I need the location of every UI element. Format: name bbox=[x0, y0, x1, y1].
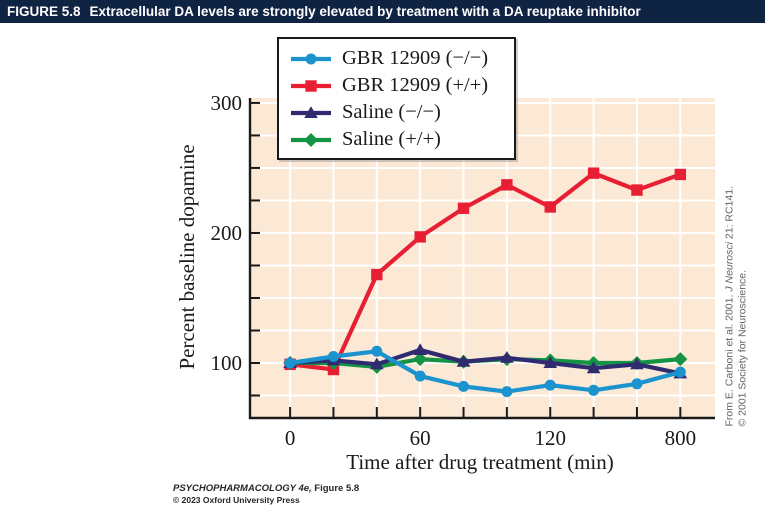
data-point-marker bbox=[327, 350, 339, 362]
book-caption-title: PSYCHOPHARMACOLOGY 4e, Figure 5.8 bbox=[173, 483, 360, 494]
y-axis-title: Percent baseline dopamine bbox=[175, 144, 199, 370]
chart-legend: GBR 12909 (−/−) GBR 12909 (+/+) Saline (−/… bbox=[277, 37, 516, 160]
legend-marker-triangle-icon bbox=[291, 105, 331, 118]
legend-item: GBR 12909 (−/−) bbox=[289, 45, 508, 72]
data-point-marker bbox=[501, 179, 513, 191]
legend-item-label: GBR 12909 (−/−) bbox=[342, 47, 489, 69]
data-point-marker bbox=[284, 357, 296, 369]
data-point-marker bbox=[414, 370, 426, 382]
figure-header-bar: FIGURE 5.8 Extracellular DA levels are st… bbox=[0, 0, 765, 23]
data-point-marker bbox=[501, 386, 513, 398]
data-point-marker bbox=[674, 366, 686, 378]
data-point-marker bbox=[586, 361, 601, 374]
data-point-marker bbox=[631, 184, 643, 196]
x-tick-label: 0 bbox=[285, 426, 296, 450]
legend-item-label: Saline (−/−) bbox=[342, 101, 441, 123]
series-line bbox=[289, 347, 681, 376]
x-axis-title: Time after drug treatment (min) bbox=[346, 450, 614, 474]
data-point-marker bbox=[305, 53, 317, 64]
figure-title: Extracellular DA levels are strongly ele… bbox=[89, 4, 641, 19]
data-point-marker bbox=[413, 343, 427, 355]
legend-item-label: Saline (+/+) bbox=[342, 128, 441, 150]
data-point-marker bbox=[458, 380, 470, 392]
y-tick-label: 200 bbox=[211, 221, 243, 245]
x-tick-label: 800 bbox=[665, 426, 697, 450]
source-credit-line2: © 2001 Society for Neuroscience. bbox=[736, 269, 749, 427]
data-point-marker bbox=[371, 268, 383, 281]
data-point-marker bbox=[457, 202, 470, 214]
axis-ticks bbox=[250, 101, 682, 418]
data-point-marker bbox=[544, 201, 556, 213]
data-point-marker bbox=[544, 379, 556, 391]
data-point-marker bbox=[674, 168, 687, 181]
data-point-marker bbox=[500, 350, 514, 363]
book-caption-copyright: © 2023 Oxford University Press bbox=[173, 494, 300, 505]
book-caption: PSYCHOPHARMACOLOGY 4e, Figure 5.8 © 2023… bbox=[173, 483, 359, 506]
data-point-marker bbox=[673, 352, 688, 367]
y-tick-label: 300 bbox=[211, 91, 243, 115]
data-point-marker bbox=[588, 384, 600, 396]
data-point-marker bbox=[587, 167, 600, 179]
legend-item: Saline (+/+) bbox=[289, 126, 508, 153]
legend-item-label: GBR 12909 (+/+) bbox=[342, 74, 489, 96]
legend-item: Saline (−/−) bbox=[289, 99, 508, 126]
data-point-marker bbox=[414, 231, 426, 243]
legend-marker-diamond-icon bbox=[291, 132, 331, 147]
source-credit-line1: From E. Carboni et al. 2001. J Neurosci … bbox=[723, 186, 736, 427]
series-line bbox=[289, 349, 681, 394]
tick-labels: 100 200 300 0 60 120 800 bbox=[211, 91, 697, 450]
x-tick-label: 60 bbox=[410, 426, 431, 450]
legend-item: GBR 12909 (+/+) bbox=[289, 72, 508, 99]
data-point-marker bbox=[370, 357, 384, 370]
data-point-marker bbox=[371, 345, 383, 357]
data-point-marker bbox=[304, 105, 318, 118]
source-credit: From E. Carboni et al. 2001. J Neurosci … bbox=[723, 35, 751, 427]
x-tick-label: 120 bbox=[534, 426, 566, 450]
data-point-marker bbox=[413, 352, 428, 367]
series-line bbox=[289, 170, 682, 372]
legend-marker-circle-icon bbox=[291, 53, 331, 64]
y-tick-label: 100 bbox=[211, 351, 243, 375]
series-circle bbox=[284, 345, 686, 398]
data-point-marker bbox=[631, 378, 643, 390]
data-point-marker bbox=[630, 357, 644, 370]
data-point-marker bbox=[456, 354, 471, 367]
legend-marker-square-icon bbox=[291, 79, 331, 92]
data-point-marker bbox=[304, 132, 318, 147]
data-point-marker bbox=[543, 356, 558, 368]
figure-number-label: FIGURE 5.8 bbox=[7, 4, 81, 19]
data-point-marker bbox=[305, 79, 317, 92]
